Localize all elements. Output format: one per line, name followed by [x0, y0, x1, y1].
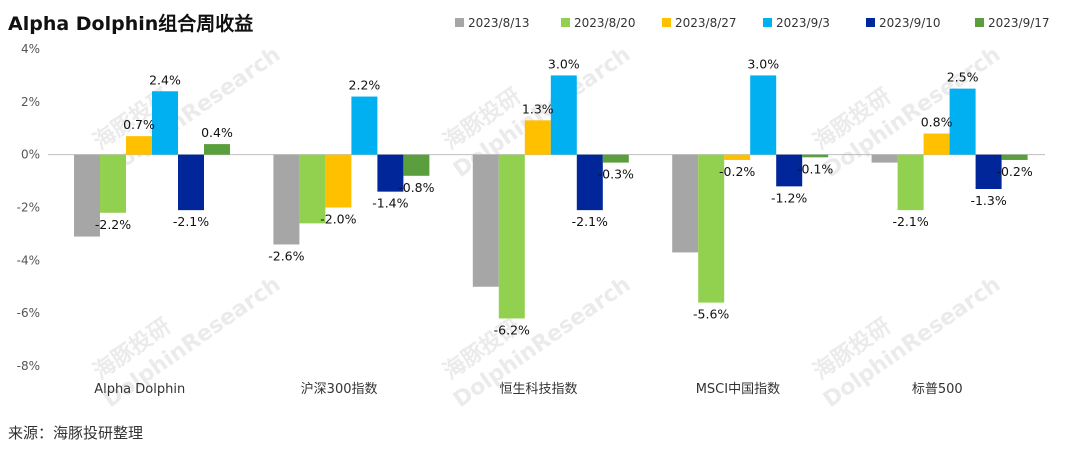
legend-label: 2023/9/17 [988, 16, 1050, 30]
category-label: 恒生科技指数 [499, 382, 577, 397]
data-label: 0.4% [201, 125, 233, 140]
category-labels-group: Alpha Dolphin 沪深300指数 恒生科技指数 MSCI中国指数 标普500 [94, 381, 963, 397]
legend-label: 2023/8/13 [468, 16, 530, 30]
y-tick-label: -8% [17, 359, 40, 373]
data-label: 1.3% [522, 101, 554, 116]
bar [897, 154, 924, 211]
bar [602, 154, 629, 163]
source-note: 来源：海豚投研整理 [8, 424, 144, 442]
bar [871, 154, 898, 163]
bar [152, 91, 178, 155]
data-label: 3.0% [548, 56, 580, 71]
chart-title: Alpha Dolphin组合周收益 [8, 13, 254, 35]
bar [524, 120, 551, 155]
category-label: 沪深300指数 [301, 381, 378, 397]
bar [325, 154, 352, 208]
bar [750, 75, 777, 155]
data-label: -6.2% [494, 322, 530, 337]
bar [100, 154, 126, 213]
legend-label: 2023/8/27 [675, 16, 737, 30]
data-label: -0.2% [719, 164, 755, 179]
legend-swatch [662, 18, 671, 27]
legend-swatch [455, 18, 464, 27]
category-label: Alpha Dolphin [94, 382, 185, 397]
y-tick-label: 4% [21, 42, 40, 56]
bar [74, 154, 100, 237]
data-label: -1.3% [970, 193, 1006, 208]
y-tick-label: 2% [21, 95, 40, 109]
y-tick-label: 0% [21, 148, 40, 162]
bar [126, 136, 152, 155]
bar [776, 154, 803, 187]
data-label: 2.2% [349, 78, 381, 93]
data-label: 0.8% [921, 115, 953, 130]
legend-swatch [866, 18, 875, 27]
bar [672, 154, 699, 253]
data-label: -0.2% [996, 164, 1032, 179]
legend-swatch [561, 18, 570, 27]
legend-swatch [763, 18, 772, 27]
data-label: -0.3% [598, 167, 634, 182]
bar [377, 154, 404, 192]
y-tick-label: -4% [17, 253, 40, 267]
category-label: 标普500 [912, 382, 963, 397]
bar [724, 154, 751, 160]
bar [949, 88, 976, 155]
data-label: -2.1% [572, 214, 608, 229]
bar [204, 144, 230, 155]
bar [178, 154, 204, 211]
data-label: 2.5% [947, 70, 979, 85]
data-label: 3.0% [747, 56, 779, 71]
y-tick-label: -6% [17, 306, 40, 320]
data-label: -1.4% [372, 196, 408, 211]
legend-label: 2023/9/3 [776, 16, 830, 30]
bar [351, 96, 378, 155]
legend-label: 2023/9/10 [879, 16, 941, 30]
legend: 2023/8/13 2023/8/20 2023/8/27 2023/9/3 2023/… [455, 16, 1050, 30]
legend-label: 2023/8/20 [574, 16, 636, 30]
bar [403, 154, 430, 176]
bars-group [74, 75, 1028, 319]
data-label: -2.1% [173, 214, 209, 229]
data-label: -5.6% [693, 307, 729, 322]
bar [498, 154, 525, 319]
category-label: MSCI中国指数 [696, 382, 780, 397]
data-label: 2.4% [149, 72, 181, 87]
bar [273, 154, 300, 245]
bar [550, 75, 577, 155]
bar [299, 154, 326, 224]
data-label: -0.8% [398, 180, 434, 195]
y-tick-label: -2% [17, 201, 40, 215]
bar [975, 154, 1002, 190]
data-label: -0.1% [797, 161, 833, 176]
legend-swatch [975, 18, 984, 27]
data-label: -2.0% [320, 212, 356, 227]
data-label: -2.6% [268, 248, 304, 263]
data-label: -1.2% [771, 190, 807, 205]
bar [576, 154, 603, 211]
bar [1001, 154, 1028, 160]
data-label: -2.2% [95, 217, 131, 232]
bar [923, 133, 950, 155]
bar [802, 154, 829, 158]
data-label: -2.1% [892, 214, 928, 229]
data-label: 0.7% [123, 117, 155, 132]
data-labels-group: -2.2% 0.7% 2.4% -2.1% 0.4% -2.6% -2.0% 2.2% -1.4… [95, 56, 1033, 337]
bar [472, 154, 499, 287]
bar [698, 154, 725, 303]
